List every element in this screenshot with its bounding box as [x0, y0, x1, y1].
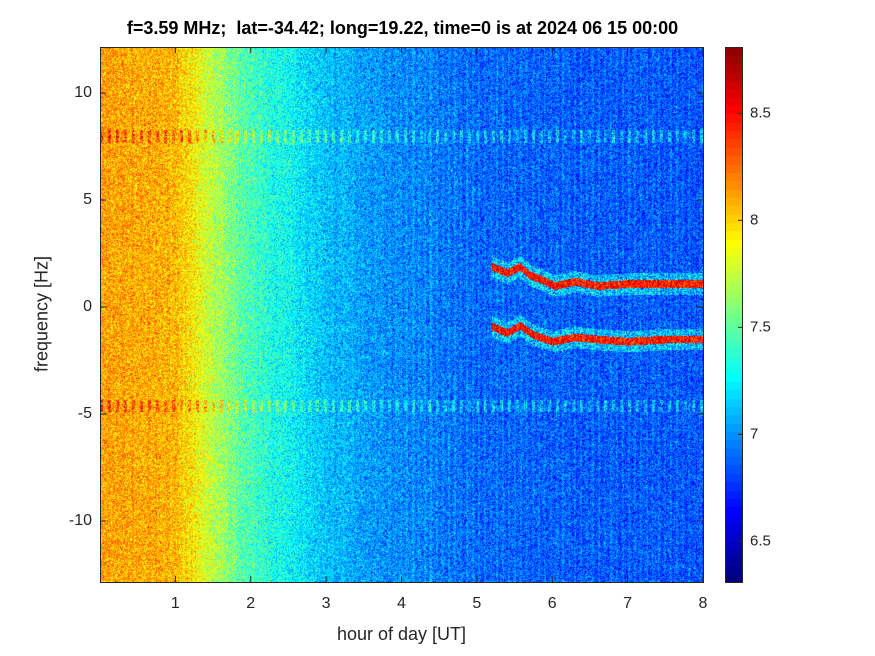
y-tick-label: -5: [77, 405, 92, 422]
x-tick-label: 6: [547, 595, 557, 612]
colorbar-tick-label: 8.5: [750, 104, 771, 122]
x-tick-label: 7: [623, 595, 633, 612]
colorbar-tick-label: 6.5: [750, 532, 771, 550]
spectrogram-heatmap: [100, 47, 703, 582]
x-tick-label: 8: [698, 595, 708, 612]
x-tick-label: 3: [321, 595, 331, 612]
y-tick-label: 10: [74, 84, 92, 101]
y-axis-label: frequency [Hz]: [31, 255, 52, 373]
colorbar-tick-label: 7: [750, 425, 759, 443]
colorbar-tick-label: 8: [750, 211, 759, 229]
y-tick-label: -10: [68, 512, 92, 529]
x-tick-label: 2: [246, 595, 256, 612]
colorbar: [725, 47, 742, 582]
chart-title: f=3.59 MHz; lat=-34.42; long=19.22, time…: [126, 18, 679, 38]
x-tick-label: 4: [397, 595, 406, 612]
y-tick-label: 0: [83, 298, 92, 315]
x-tick-label: 1: [170, 595, 180, 612]
y-tick-label: 5: [83, 191, 92, 208]
colorbar-tick-label: 7.5: [750, 318, 771, 336]
x-tick-label: 5: [472, 595, 482, 612]
x-axis-label: hour of day [UT]: [336, 624, 467, 644]
